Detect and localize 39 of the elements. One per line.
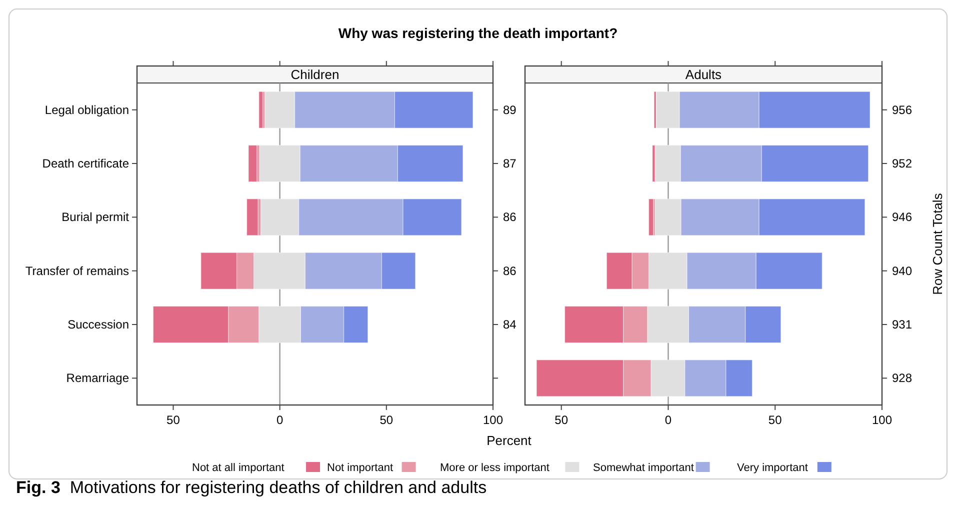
text: 931	[892, 318, 912, 332]
text: 956	[892, 102, 912, 117]
text: 86	[503, 210, 517, 224]
caption: Fig. 3 Motivations for registering deaths of children and adults	[16, 478, 487, 497]
chart-title: Why was registering the death important?	[338, 25, 618, 41]
y-tick-label: Burial permit	[62, 210, 130, 224]
y-tick-label: Succession	[68, 318, 129, 332]
x-tick-label: 50	[768, 413, 782, 427]
y-tick-label: Remarriage	[66, 371, 130, 386]
x-tick-label: 50	[166, 413, 180, 427]
y-tick-label: Transfer of remains	[25, 264, 129, 278]
text: 89	[503, 102, 517, 117]
text: 940	[892, 264, 912, 278]
text: 84	[503, 318, 517, 332]
legend-label: More or less important	[440, 462, 550, 474]
bar	[246, 198, 258, 236]
bar	[258, 91, 264, 128]
text: 946	[892, 210, 912, 224]
bar	[248, 144, 258, 182]
legend-label: Very important	[737, 462, 808, 474]
x-tick-label: 0	[276, 413, 284, 427]
y-tick-label: Legal obligation	[44, 102, 129, 117]
y2-axis-title: Row Count Totals	[930, 192, 945, 295]
x-tick-label: 50	[554, 413, 568, 427]
x-axis-title: Percent	[486, 433, 532, 448]
text: 86	[503, 264, 517, 278]
chart-subtitle: Children	[290, 67, 340, 82]
text: 952	[892, 156, 912, 170]
legend-label: Somewhat important	[593, 462, 694, 474]
legend-label: Not important	[327, 462, 394, 474]
text: 87	[503, 156, 517, 170]
y-tick-label: Death certificate	[42, 156, 130, 170]
x-tick-label: 100	[482, 413, 504, 427]
x-tick-label: 0	[664, 413, 672, 427]
legend-label: Not at all important	[192, 462, 284, 474]
chart-subtitle: Adults	[685, 67, 722, 82]
x-tick-label: 50	[380, 413, 394, 427]
text: 928	[892, 371, 912, 386]
x-tick-label: 100	[872, 413, 892, 427]
